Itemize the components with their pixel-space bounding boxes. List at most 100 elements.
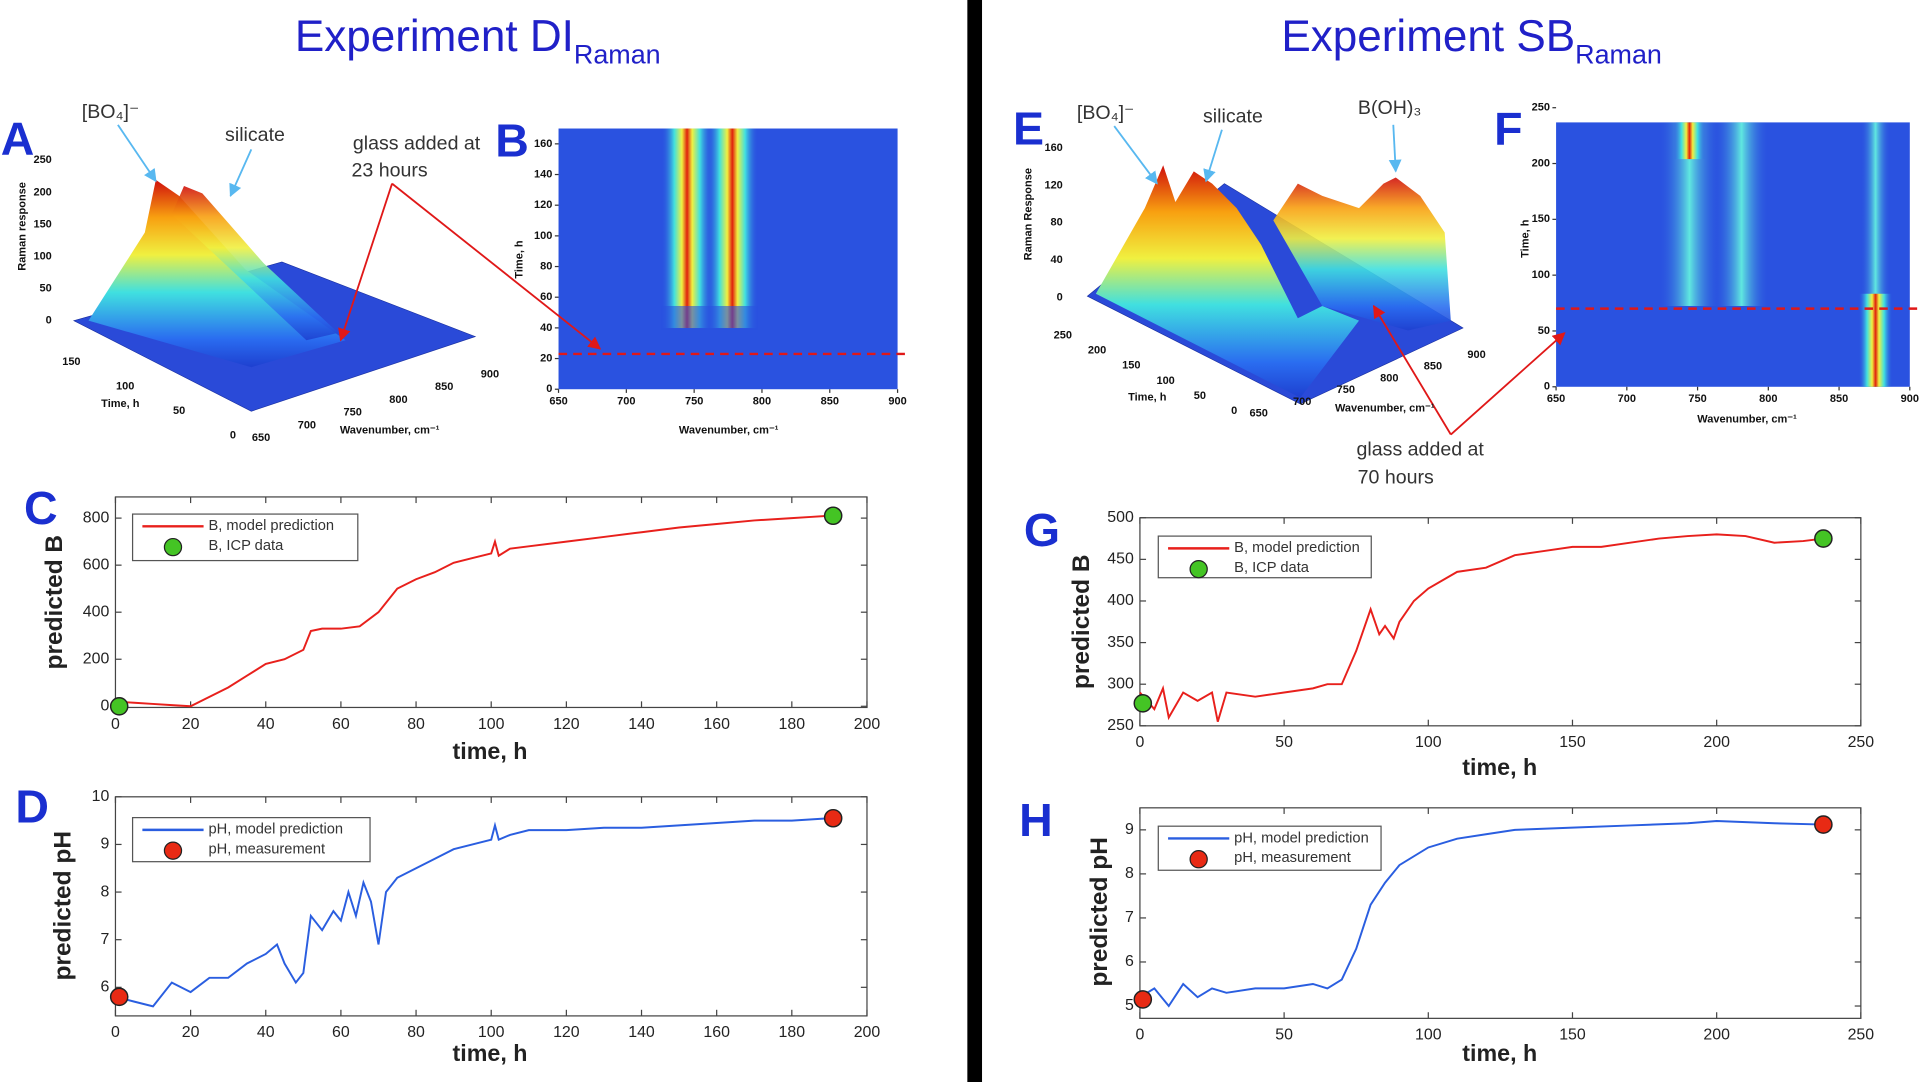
x-tick-label: 850: [435, 381, 453, 393]
x-tick-label: 120: [553, 1024, 580, 1041]
y-tick-label: 150: [62, 356, 80, 368]
z-tick-label: 150: [33, 218, 51, 230]
x-axis-label: time, h: [1462, 1040, 1537, 1066]
data-point: [1133, 990, 1153, 1009]
y-tick-label: 400: [1107, 592, 1134, 609]
z-tick-label: 50: [40, 283, 52, 295]
y-tick-label: 20: [540, 352, 552, 364]
x-axis-label: time, h: [1462, 754, 1537, 780]
legend-label: pH, model prediction: [1234, 830, 1369, 846]
x-tick-label: 0: [1135, 734, 1144, 751]
y-tick-label: 150: [1532, 213, 1550, 225]
data-point: [1814, 815, 1833, 834]
x-tick-label: 200: [1703, 1027, 1730, 1044]
x-tick-label: 0: [111, 716, 120, 733]
heading-main: Experiment SB: [1281, 12, 1575, 61]
marker-label: glass added at: [353, 133, 481, 155]
data-point: [823, 506, 843, 526]
x-axis-label: time, h: [453, 1040, 528, 1066]
y-tick-label: 0: [546, 383, 552, 395]
x-tick-label: 900: [1901, 393, 1919, 405]
y-tick-label: 100: [534, 230, 552, 242]
data-point: [109, 987, 129, 1007]
y-tick-label: 300: [1107, 675, 1134, 692]
y-tick-label: 800: [83, 509, 110, 526]
x-tick-label: 80: [407, 716, 425, 733]
marker-label: 23 hours: [352, 160, 428, 182]
marker-label: glass added at: [1357, 439, 1485, 461]
panel-letter: F: [1494, 102, 1522, 154]
y-tick-label: 7: [1125, 909, 1134, 926]
y-tick-label: 8: [1125, 865, 1134, 882]
data-point: [109, 696, 129, 716]
annotation: B(OH)₃: [1358, 97, 1421, 119]
z-tick-label: 40: [1051, 254, 1063, 266]
data-line: [115, 514, 830, 708]
x-tick-label: 900: [481, 368, 499, 380]
y-tick-label: 6: [100, 979, 109, 996]
y-tick-label: 9: [1125, 821, 1134, 838]
y-tick-label: 200: [83, 650, 110, 667]
z-tick-label: 160: [1044, 142, 1062, 154]
divider: [967, 0, 983, 1082]
x-tick-label: 900: [1467, 349, 1485, 361]
y-tick-label: 250: [1054, 329, 1072, 341]
x-tick-label: 850: [1424, 361, 1442, 373]
z-tick-label: 100: [33, 250, 51, 262]
y-tick-label: 10: [92, 788, 110, 805]
x-tick-label: 60: [332, 1024, 350, 1041]
heading-sub: Raman: [574, 39, 661, 69]
x-tick-label: 150: [1559, 1027, 1586, 1044]
y-tick-label: 400: [83, 603, 110, 620]
annotation: silicate: [1203, 106, 1263, 128]
y-tick-label: 500: [1107, 509, 1134, 526]
annotation: [BO₄]⁻: [1077, 102, 1135, 124]
panel-letter: E: [1013, 102, 1044, 154]
y-axis-label: Time, h: [1519, 219, 1531, 258]
y-tick-label: 0: [1544, 381, 1550, 393]
heading: Experiment SBRaman: [1281, 12, 1662, 70]
x-tick-label: 800: [1380, 372, 1398, 384]
x-tick-label: 700: [617, 395, 635, 407]
y-axis-label: predicted pH: [1086, 837, 1113, 987]
y-axis-label: predicted B: [1068, 554, 1095, 689]
x-tick-label: 750: [1688, 393, 1706, 405]
x-tick-label: 750: [685, 395, 703, 407]
data-line: [115, 817, 830, 1008]
marker-label: 70 hours: [1358, 467, 1434, 489]
y-tick-label: 50: [1194, 390, 1206, 402]
legend-label: pH, measurement: [208, 841, 325, 857]
x-tick-label: 800: [389, 394, 407, 406]
x-tick-label: 650: [1249, 408, 1267, 420]
x-axis-label: Wavenumber, cm⁻¹: [1335, 403, 1435, 415]
legend-label: B, model prediction: [208, 518, 334, 534]
x-tick-label: 700: [1618, 393, 1636, 405]
legend-swatch: [1189, 559, 1208, 579]
z-tick-label: 0: [46, 315, 52, 327]
panel-letter: D: [15, 781, 49, 833]
panel-letter: B: [495, 115, 529, 167]
z-tick-label: 120: [1044, 179, 1062, 191]
y-tick-label: 0: [100, 697, 109, 714]
x-tick-label: 40: [257, 716, 275, 733]
x-tick-label: 50: [1275, 734, 1293, 751]
surface-e: [1086, 165, 1464, 405]
data-line: [1139, 820, 1824, 1008]
y-tick-label: 600: [83, 556, 110, 573]
x-tick-label: 800: [1759, 393, 1777, 405]
data-point: [1133, 694, 1153, 713]
x-axis-label: Wavenumber, cm⁻¹: [340, 425, 440, 437]
y-tick-label: 150: [1122, 360, 1140, 372]
y-tick-label: 40: [540, 322, 552, 334]
y-tick-label: 50: [173, 405, 185, 417]
panel-letter: G: [1024, 504, 1060, 556]
z-tick-label: 80: [1051, 217, 1063, 229]
y-axis-label: predicted pH: [50, 831, 77, 981]
z-tick-label: 250: [33, 154, 51, 166]
x-tick-label: 700: [1293, 396, 1311, 408]
y-tick-label: 100: [1532, 269, 1550, 281]
panel-letter: H: [1019, 794, 1053, 846]
y-axis-label: Time, h: [101, 398, 140, 410]
legend-label: B, model prediction: [1234, 540, 1360, 556]
